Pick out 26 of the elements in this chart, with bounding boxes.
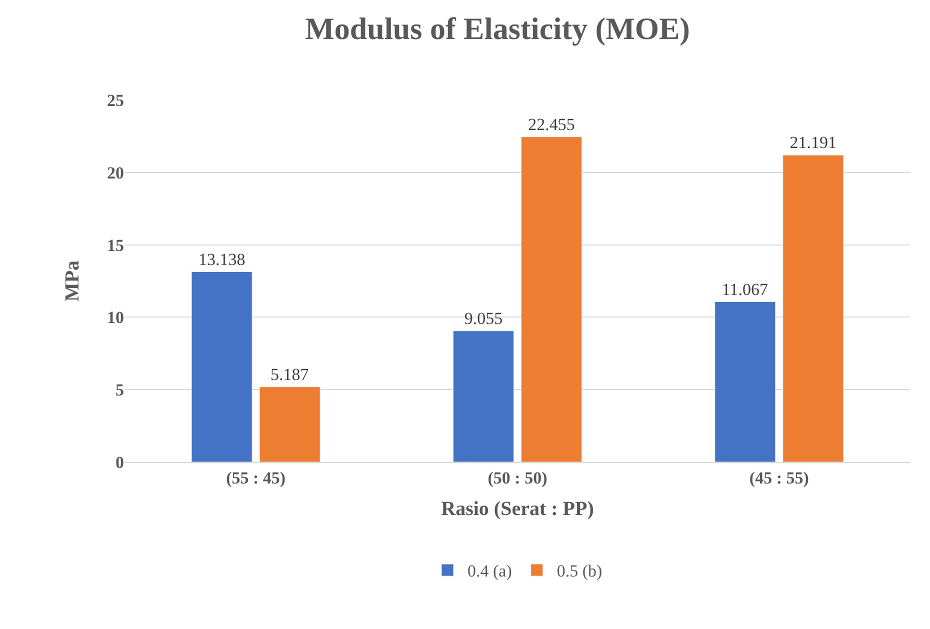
bar [714, 302, 776, 462]
x-tick-label: (50 : 50) [488, 468, 548, 488]
y-tick-label: 20 [107, 163, 124, 182]
x-tick-label: (45 : 55) [749, 468, 809, 488]
data-label: 9.055 [464, 308, 503, 328]
data-label: 13.138 [198, 250, 246, 269]
y-axis-title: MPa [62, 260, 84, 302]
data-label: 11.067 [722, 280, 768, 299]
data-label: 21.191 [790, 133, 837, 152]
chart-title: Modulus of Elasticity (MOE) [305, 11, 690, 46]
y-tick-label: 5 [116, 380, 124, 400]
bar [520, 136, 582, 462]
data-label: 22.455 [528, 114, 575, 134]
bar [259, 386, 320, 462]
y-tick-label: 15 [107, 236, 124, 255]
legend-label: 0.5 (b) [556, 562, 602, 581]
legend-label: 0.4 (a) [468, 562, 512, 581]
bar [452, 330, 514, 462]
x-axis-title: Rasio (Serat : PP) [441, 498, 594, 520]
y-tick-label: 10 [107, 308, 124, 328]
bar [782, 154, 844, 462]
data-label: 5.187 [270, 364, 310, 384]
x-tick-label: (55 : 45) [226, 468, 286, 488]
y-tick-label: 0 [116, 452, 124, 472]
y-tick-label: 25 [107, 90, 124, 110]
bar [191, 272, 252, 462]
